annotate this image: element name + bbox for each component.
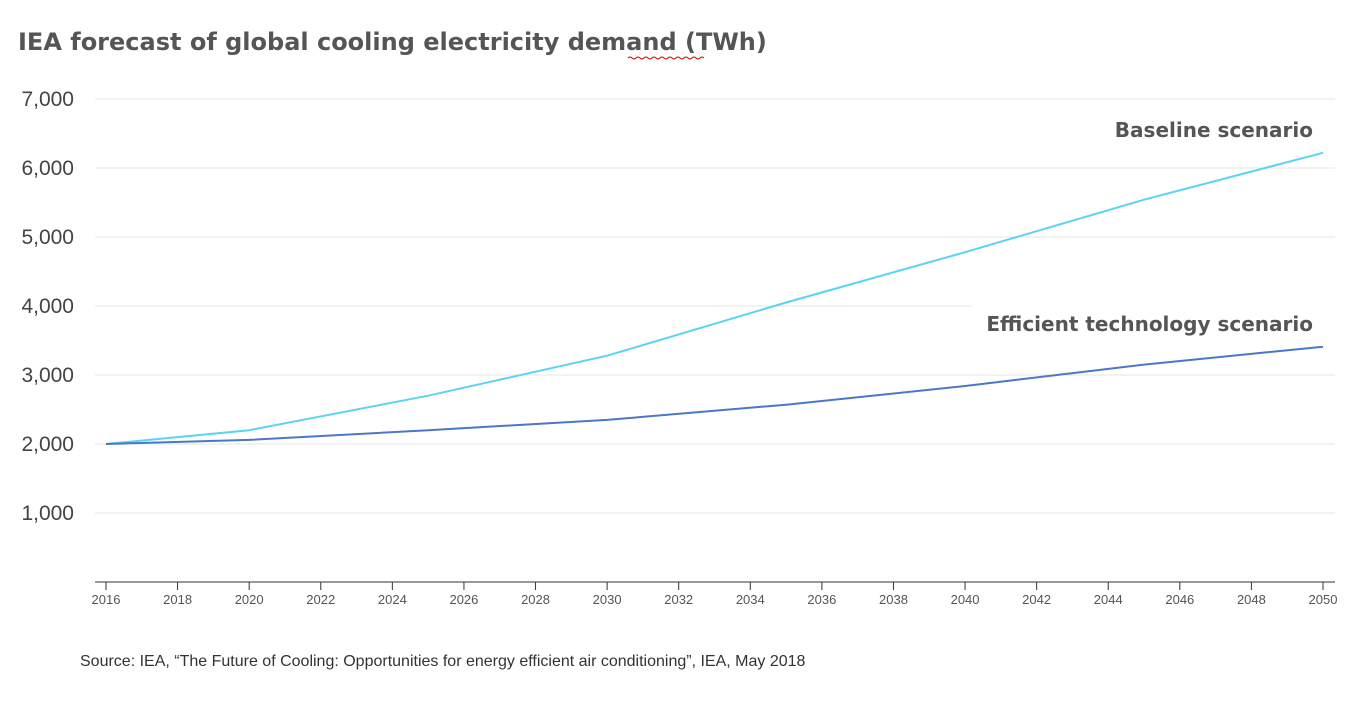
y-tick-label: 1,000 (21, 502, 74, 525)
spellcheck-underline (627, 56, 705, 60)
x-tick-label: 2040 (951, 592, 980, 607)
x-tick-label: 2022 (306, 592, 335, 607)
source-note: Source: IEA, “The Future of Cooling: Opp… (80, 653, 806, 670)
y-tick-label: 2,000 (21, 433, 74, 456)
y-tick-label: 4,000 (21, 295, 74, 318)
series-line-efficient (105, 345, 1324, 445)
y-tick-label: 6,000 (21, 157, 74, 180)
y-axis-ticks: 1,000 2,000 3,000 4,000 5,000 6,000 7,000 (21, 88, 74, 525)
x-tick-label: 2032 (664, 592, 693, 607)
x-tick-label: 2026 (449, 592, 478, 607)
series-lines (105, 151, 1324, 445)
x-tick-label: 2044 (1094, 592, 1123, 607)
x-tick-label: 2050 (1309, 592, 1338, 607)
chart-title: IEA forecast of global cooling electrici… (18, 28, 767, 56)
x-tick-label: 2038 (879, 592, 908, 607)
series-label-efficient: Efficient technology scenario (986, 312, 1313, 336)
x-tick-label: 2030 (593, 592, 622, 607)
series-line-baseline (105, 151, 1324, 445)
series-label-background (972, 300, 1348, 346)
x-axis-ticks: 2016 2018 2020 2022 2024 2026 2028 2030 2032 2034… (92, 582, 1338, 607)
x-tick-label: 2020 (235, 592, 264, 607)
x-tick-label: 2048 (1237, 592, 1266, 607)
x-tick-label: 2046 (1165, 592, 1194, 607)
y-tick-label: 5,000 (21, 226, 74, 249)
x-tick-label: 2024 (378, 592, 407, 607)
y-tick-label: 7,000 (21, 88, 74, 111)
x-tick-label: 2016 (92, 592, 121, 607)
y-tick-label: 3,000 (21, 364, 74, 387)
x-tick-label: 2034 (736, 592, 765, 607)
grid (95, 98, 1335, 514)
x-tick-label: 2042 (1022, 592, 1051, 607)
x-tick-label: 2018 (163, 592, 192, 607)
x-tick-label: 2036 (807, 592, 836, 607)
series-label-baseline: Baseline scenario (1115, 118, 1313, 142)
x-tick-label: 2028 (521, 592, 550, 607)
